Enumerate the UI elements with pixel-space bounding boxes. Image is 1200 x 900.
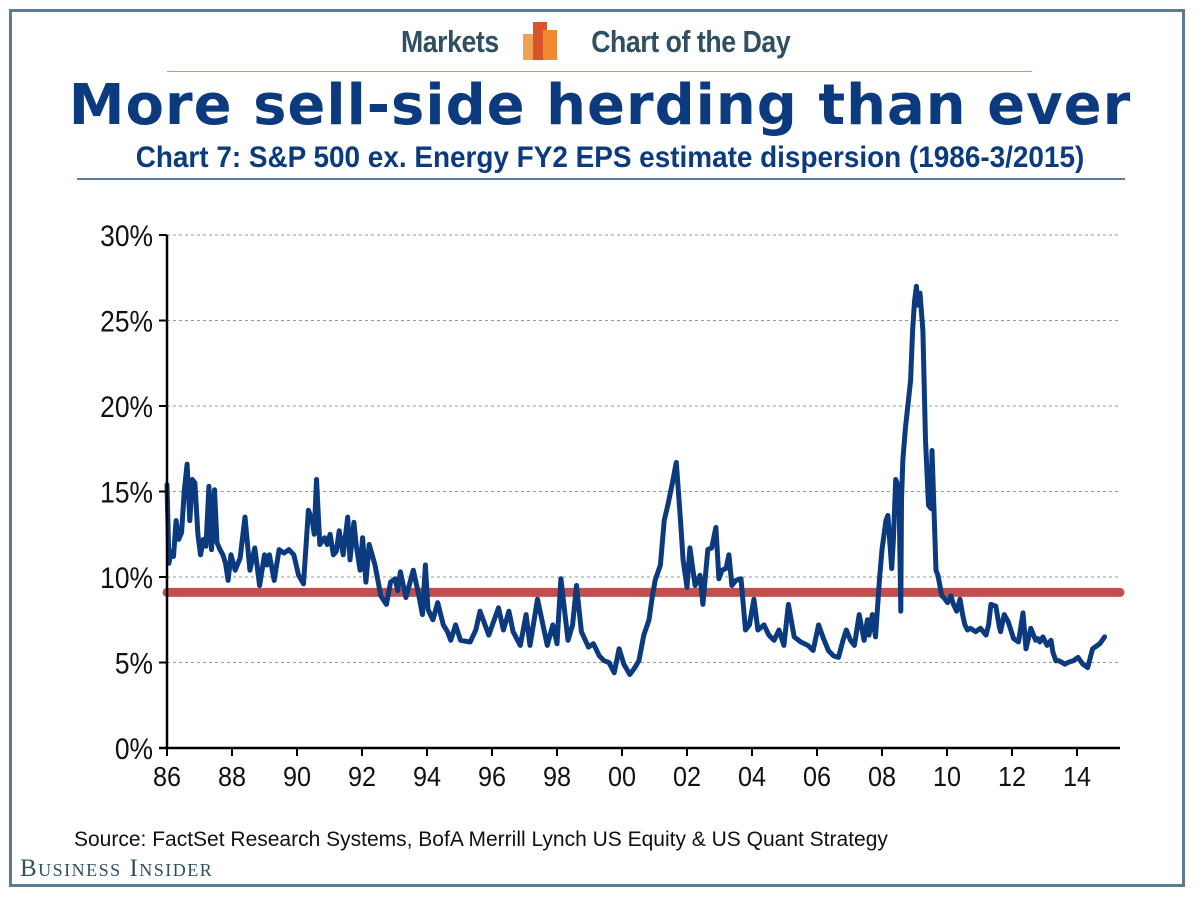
y-tick-label: 25% — [100, 304, 153, 338]
x-tick-label: 98 — [543, 761, 571, 793]
chart-title: More sell-side herding than ever — [68, 73, 1132, 138]
banner: Markets Chart of the Day — [0, 20, 1200, 70]
x-tick-label: 02 — [673, 761, 701, 793]
x-tick-label: 10 — [933, 761, 961, 793]
chart-subtitle: Chart 7: S&P 500 ex. Energy FY2 EPS esti… — [135, 141, 1085, 174]
x-tick-label: 86 — [153, 761, 181, 793]
y-tick-label: 20% — [100, 389, 153, 423]
banner-markets-label: Markets — [401, 24, 500, 59]
x-tick-label: 90 — [283, 761, 311, 793]
x-tick-label: 08 — [868, 761, 896, 793]
x-tick-label: 06 — [803, 761, 831, 793]
series-group — [164, 283, 1108, 677]
y-tick-label: 10% — [100, 560, 153, 594]
gridlines — [167, 234, 1120, 663]
banner-divider — [167, 71, 1032, 72]
y-tick-label: 0% — [115, 731, 153, 765]
x-tick-label: 00 — [608, 761, 636, 793]
source-note: Source: FactSet Research Systems, BofA M… — [74, 828, 888, 851]
x-tick-label: 12 — [998, 761, 1026, 793]
axes — [159, 235, 1120, 750]
subtitle-divider — [77, 178, 1125, 180]
series-line — [164, 283, 1108, 677]
x-tick-label: 94 — [413, 761, 441, 793]
bar-chart-logo-icon — [519, 20, 563, 64]
y-axis-ticks: 0% 5% 10% 15% 20% 25% 30% — [100, 218, 167, 765]
x-tick-label: 04 — [738, 761, 766, 793]
y-tick-label: 30% — [100, 218, 153, 252]
banner-chart-of-the-day-label: Chart of the Day — [591, 24, 791, 59]
x-tick-label: 14 — [1063, 761, 1091, 793]
x-tick-label: 88 — [218, 761, 246, 793]
x-axis-ticks: 86 88 90 92 94 96 98 00 02 04 06 08 10 12 14 — [153, 748, 1091, 792]
y-tick-label: 5% — [115, 646, 153, 680]
x-tick-label: 96 — [478, 761, 506, 793]
chart-frame — [9, 9, 1185, 887]
x-tick-label: 92 — [348, 761, 376, 793]
y-tick-label: 15% — [100, 475, 153, 509]
business-insider-logo: Business Insider — [20, 855, 214, 882]
